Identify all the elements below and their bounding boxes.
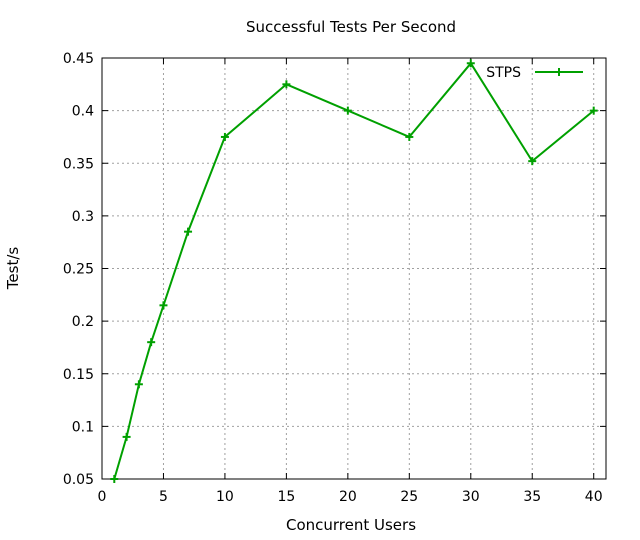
data-point-marker bbox=[110, 475, 119, 483]
data-point-marker bbox=[184, 227, 193, 236]
data-point-marker bbox=[122, 432, 131, 441]
y-tick-labels: 0.05 0.1 0.15 0.2 0.25 0.3 0.35 0.4 0.45 bbox=[63, 51, 94, 488]
chart-title: Successful Tests Per Second bbox=[246, 18, 456, 36]
data-point-marker bbox=[466, 59, 475, 68]
grid bbox=[102, 58, 606, 479]
y-tick-label: 0.45 bbox=[63, 51, 94, 67]
series-layer bbox=[110, 59, 598, 483]
x-tick-label: 15 bbox=[277, 489, 295, 505]
y-tick-label: 0.4 bbox=[72, 104, 94, 120]
x-tick-label: 30 bbox=[462, 489, 480, 505]
data-point-marker bbox=[343, 106, 352, 115]
x-tick-labels: 0 5 10 15 20 25 30 35 40 bbox=[98, 489, 603, 505]
y-tick-label: 0.3 bbox=[72, 209, 94, 225]
x-tick-label: 5 bbox=[159, 489, 168, 505]
y-tick-label: 0.15 bbox=[63, 367, 94, 383]
x-tick-label: 25 bbox=[400, 489, 418, 505]
data-point-marker bbox=[528, 157, 537, 166]
data-point-marker bbox=[134, 380, 143, 389]
data-point-marker bbox=[147, 338, 156, 347]
x-tick-label: 40 bbox=[585, 489, 603, 505]
data-point-marker bbox=[159, 301, 168, 310]
plot-frame bbox=[101, 57, 607, 480]
data-point-marker bbox=[589, 106, 598, 115]
y-axis-title: Test/s bbox=[4, 247, 22, 291]
x-tick-label: 10 bbox=[216, 489, 234, 505]
x-tick-label: 20 bbox=[339, 489, 357, 505]
legend-label: STPS bbox=[486, 65, 521, 81]
data-point-marker bbox=[220, 132, 229, 141]
y-tick-label: 0.1 bbox=[72, 419, 94, 435]
y-tick-label: 0.2 bbox=[72, 314, 94, 330]
data-point-marker bbox=[555, 68, 563, 76]
y-tick-label: 0.25 bbox=[63, 262, 94, 278]
legend: STPS bbox=[486, 65, 583, 81]
x-tick-label: 35 bbox=[523, 489, 541, 505]
data-point-marker bbox=[282, 80, 291, 89]
data-point-marker bbox=[405, 132, 414, 141]
y-tick-label: 0.05 bbox=[63, 472, 94, 488]
y-tick-label: 0.35 bbox=[63, 156, 94, 172]
x-tick-label: 0 bbox=[98, 489, 107, 505]
x-axis-title: Concurrent Users bbox=[286, 516, 416, 534]
series-line bbox=[113, 62, 595, 480]
legend-marker bbox=[555, 68, 563, 76]
